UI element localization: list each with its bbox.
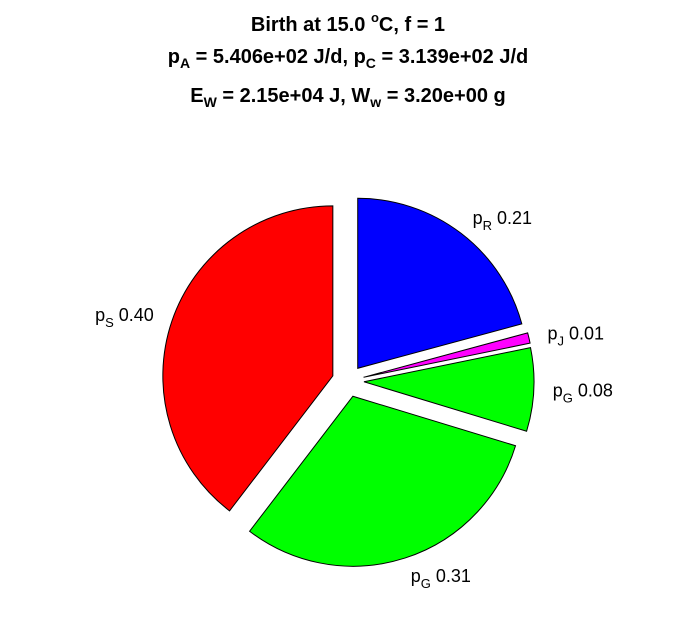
slice-label-2: pG 0.08	[553, 381, 613, 406]
ww-value: = 3.20e+00 g	[381, 85, 506, 107]
slice-label-3: pG 0.31	[411, 566, 471, 591]
chart-title-line-2: pA = 5.406e+02 J/d, pC = 3.139e+02 J/d	[0, 46, 696, 71]
chart-title-line-3: EW = 2.15e+04 J, Ww = 3.20e+00 g	[0, 85, 696, 110]
pie-slice-pG-2	[363, 347, 535, 432]
ew-symbol: E	[190, 85, 204, 107]
ew-subscript: W	[203, 94, 217, 110]
slice-label-1: pJ 0.01	[547, 324, 604, 349]
pa-value: = 5.406e+02 J/d,	[190, 46, 354, 68]
ew-value: = 2.15e+04 J,	[216, 85, 352, 107]
pa-subscript: A	[179, 55, 191, 71]
pa-symbol: p	[167, 46, 180, 68]
pc-subscript: C	[365, 55, 376, 71]
slice-label-0: pR 0.21	[473, 208, 532, 233]
degree-symbol: o	[370, 10, 379, 25]
ww-symbol: W	[351, 85, 371, 107]
pc-symbol: p	[353, 46, 366, 68]
title-prefix: Birth at 15.0	[250, 14, 371, 36]
pc-value: = 3.139e+02 J/d	[375, 46, 529, 68]
ww-subscript: w	[370, 94, 382, 110]
pie-slice-pS-4	[162, 205, 334, 512]
pie-slice-pG-3	[248, 395, 517, 567]
slice-label-4: pS 0.40	[95, 305, 154, 330]
pie-slice-pJ-1	[363, 332, 531, 378]
chart-title-line-1: Birth at 15.0 oC, f = 1	[0, 10, 696, 37]
pie-slice-pR-0	[357, 197, 523, 369]
title-suffix: C, f = 1	[378, 14, 446, 36]
